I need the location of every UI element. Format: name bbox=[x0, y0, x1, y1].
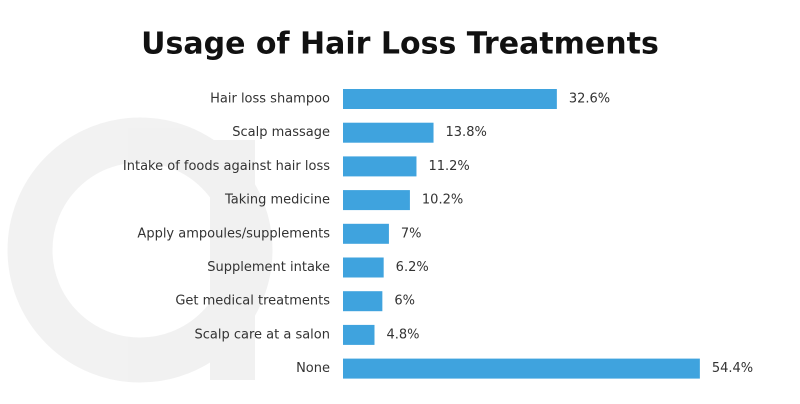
bar bbox=[343, 89, 557, 109]
category-label: None bbox=[296, 361, 330, 376]
category-label: Intake of foods against hair loss bbox=[123, 159, 330, 174]
bar bbox=[343, 223, 389, 244]
value-label: 6.2% bbox=[396, 260, 429, 275]
bar bbox=[343, 324, 375, 345]
category-label: Supplement intake bbox=[207, 260, 330, 275]
value-label: 6% bbox=[394, 294, 415, 309]
value-label: 10.2% bbox=[422, 193, 463, 208]
bar bbox=[343, 122, 434, 143]
value-label: 32.6% bbox=[569, 92, 610, 107]
value-label: 7% bbox=[401, 226, 422, 241]
chart-title: Usage of Hair Loss Treatments bbox=[141, 27, 659, 62]
watermark bbox=[7, 117, 273, 383]
category-label: Scalp massage bbox=[232, 125, 330, 140]
bar bbox=[343, 257, 384, 278]
category-label: Scalp care at a salon bbox=[194, 327, 330, 342]
bar bbox=[343, 358, 700, 379]
value-label: 13.8% bbox=[446, 125, 487, 140]
value-label: 11.2% bbox=[428, 159, 469, 174]
category-label: Taking medicine bbox=[224, 193, 330, 208]
bar bbox=[343, 291, 383, 312]
category-label: Apply ampoules/supplements bbox=[137, 226, 330, 241]
category-label: Get medical treatments bbox=[175, 294, 330, 309]
bar bbox=[343, 156, 417, 177]
bar bbox=[343, 190, 410, 211]
value-label: 54.4% bbox=[712, 361, 753, 376]
value-label: 4.8% bbox=[386, 327, 419, 342]
category-label: Hair loss shampoo bbox=[210, 92, 330, 107]
